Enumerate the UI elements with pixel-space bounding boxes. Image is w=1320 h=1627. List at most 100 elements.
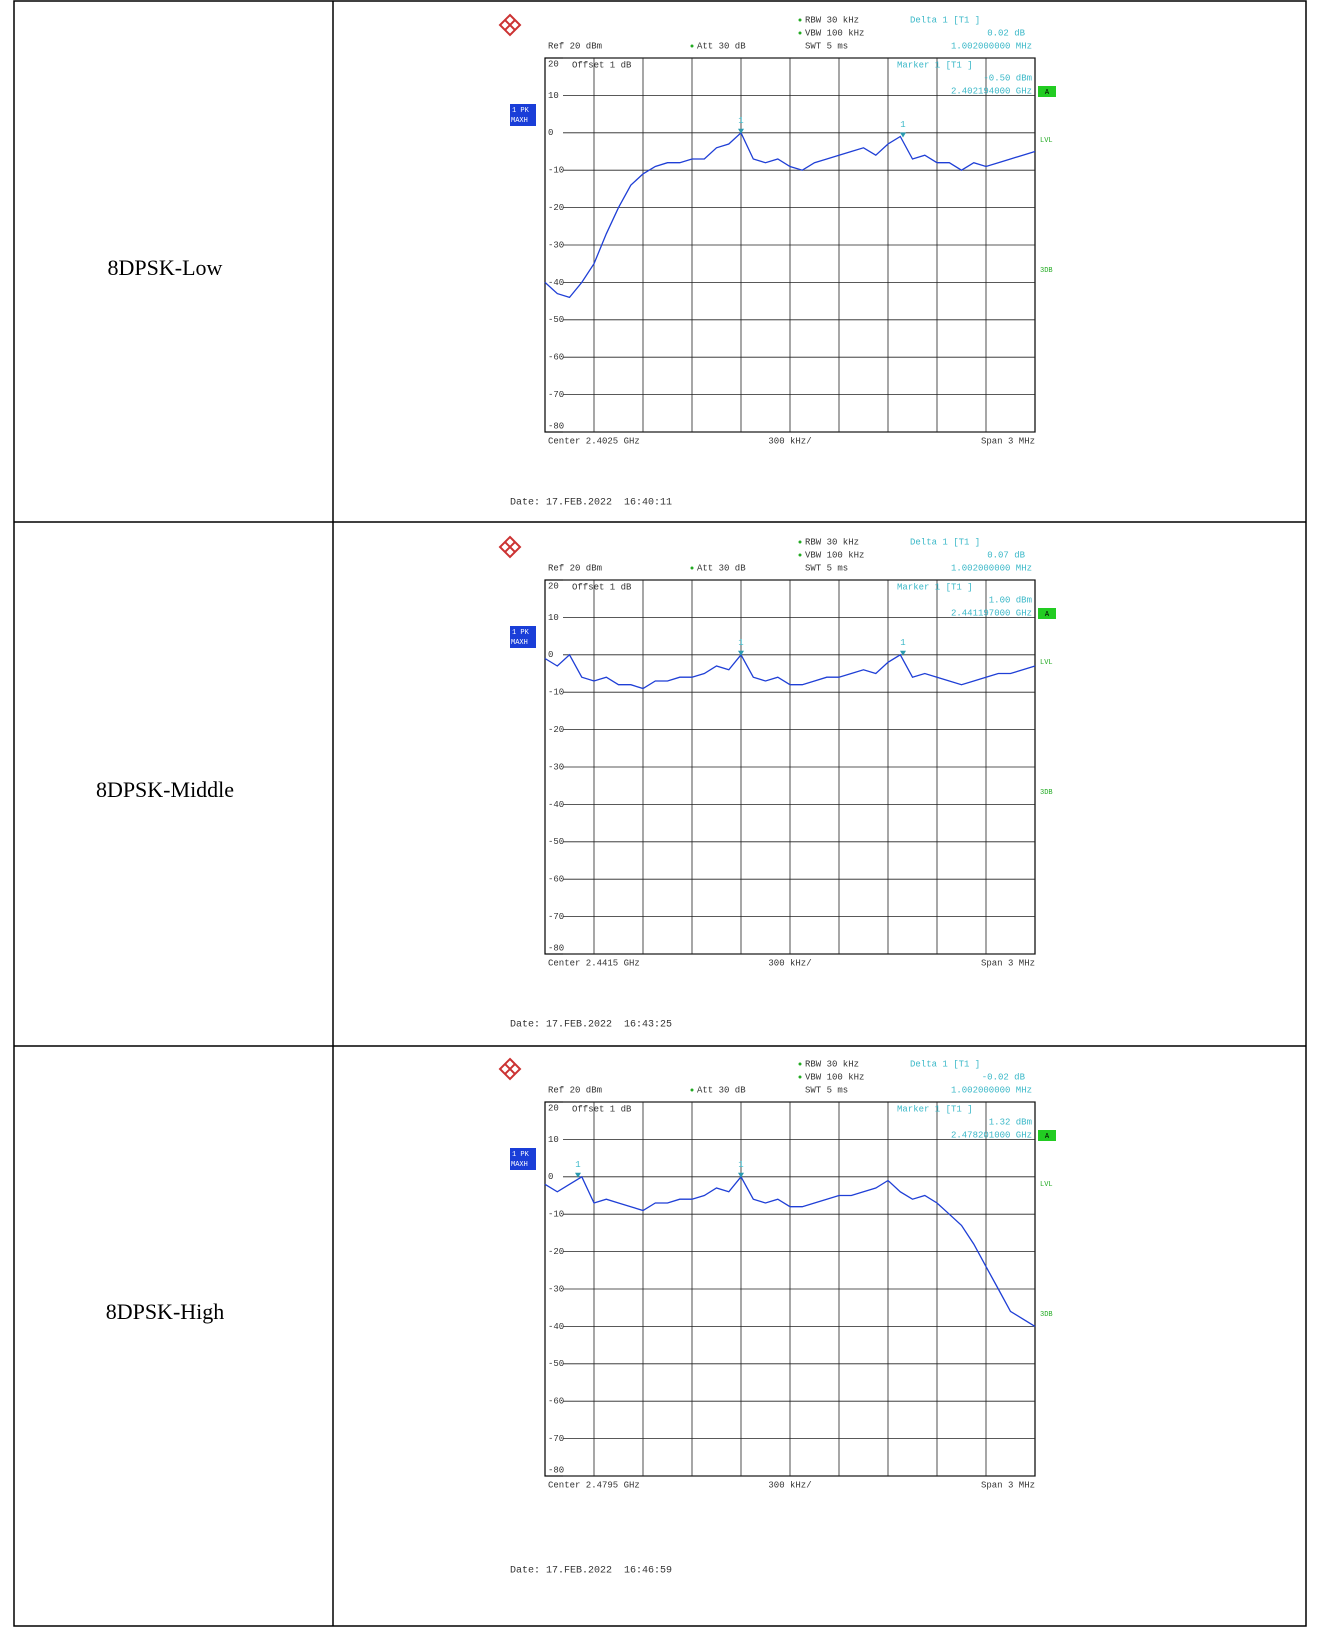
delta-value: 0.07 dB — [987, 550, 1025, 560]
table-border — [13, 0, 1307, 1627]
delta-value: -0.02 dB — [982, 1072, 1026, 1082]
y-tick-label: 10 — [548, 1135, 559, 1145]
logo-inner — [504, 19, 516, 31]
offset: Offset 1 dB — [572, 1104, 632, 1114]
bullet — [690, 44, 694, 48]
row-label: 8DPSK-Low — [108, 255, 223, 280]
y-tick-label: -50 — [548, 837, 564, 847]
per-div: 300 kHz/ — [768, 1480, 811, 1490]
analyzer-screenshot: RBW 30 kHz VBW 100 kHz SWT 5 ms Ref 20 dBm A… — [498, 13, 1056, 509]
y-tick-label: -10 — [548, 688, 564, 698]
marker-number: 1 — [575, 1160, 580, 1170]
side-label: 3DB — [1040, 789, 1053, 797]
rbw: RBW 30 kHz — [805, 1059, 859, 1069]
delta: Delta 1 [T1 ] — [910, 1059, 980, 1069]
swt: SWT 5 ms — [805, 1085, 848, 1095]
marker-number: 1 — [900, 120, 905, 130]
delta-freq: 1.002000000 MHz — [951, 41, 1032, 51]
y-tick-label: -10 — [548, 166, 564, 176]
y-tick-label: 0 — [548, 650, 553, 660]
y-tick-label: -70 — [548, 912, 564, 922]
swt: SWT 5 ms — [805, 563, 848, 573]
y-tick-label: -30 — [548, 240, 564, 250]
y-tick-label: 0 — [548, 128, 553, 138]
side-label: LVL — [1040, 1181, 1053, 1189]
marker-triangle — [738, 128, 744, 134]
y-tick-label: -80 — [548, 421, 564, 431]
marker: Marker 1 [T1 ] — [897, 582, 973, 592]
marker-value: 1.00 dBm — [989, 595, 1032, 605]
bullet — [798, 553, 802, 557]
side-label: A — [1045, 1133, 1050, 1141]
offset: Offset 1 dB — [572, 60, 632, 70]
marker-triangle — [738, 650, 744, 656]
vbw: VBW 100 kHz — [805, 28, 864, 38]
bullet — [798, 18, 802, 22]
y-tick-label: -20 — [548, 725, 564, 735]
y-tick-label: -20 — [548, 1247, 564, 1257]
trace — [544, 131, 1036, 299]
marker-freq: 2.402194000 GHz — [951, 86, 1032, 96]
marker-freq: 2.478201000 GHz — [951, 1130, 1032, 1140]
vbw: VBW 100 kHz — [805, 550, 864, 560]
trace — [544, 1175, 1036, 1327]
marker-triangle — [900, 132, 906, 138]
side-badge — [1038, 608, 1056, 619]
y-tick-label: -10 — [548, 1210, 564, 1220]
marker-triangle — [738, 1172, 744, 1178]
side-label: LVL — [1040, 659, 1053, 667]
analyzer-screenshot: RBW 30 kHz VBW 100 kHz SWT 5 ms Ref 20 dBm A… — [498, 535, 1056, 1031]
y-tick-label: 10 — [548, 613, 559, 623]
rbw: RBW 30 kHz — [805, 537, 859, 547]
trace-badge — [510, 104, 536, 126]
trace — [544, 653, 1036, 690]
y-tick-label: -60 — [548, 875, 564, 885]
y-tick-label: -50 — [548, 315, 564, 325]
y-tick-label: -40 — [548, 800, 564, 810]
vbw: VBW 100 kHz — [805, 1072, 864, 1082]
marker-triangle — [575, 1172, 581, 1178]
y-tick-label: -20 — [548, 203, 564, 213]
y-tick-label: -50 — [548, 1359, 564, 1369]
ref: Ref 20 dBm — [548, 563, 602, 573]
y-tick-label: 0 — [548, 1172, 553, 1182]
logo-inner — [504, 541, 516, 553]
marker-freq: 2.441197000 GHz — [951, 608, 1032, 618]
trace-label: MAXH — [511, 639, 528, 647]
center-freq: Center 2.4795 GHz — [548, 1480, 640, 1490]
side-badge — [1038, 1130, 1056, 1141]
delta: Delta 1 [T1 ] — [910, 537, 980, 547]
y-tick-label: -40 — [548, 1322, 564, 1332]
marker-value: -0.50 dBm — [983, 73, 1032, 83]
center-freq: Center 2.4025 GHz — [548, 436, 640, 446]
att: Att 30 dB — [697, 41, 746, 51]
y-tick-label: -70 — [548, 1434, 564, 1444]
y-tick-label: 10 — [548, 91, 559, 101]
date: Date: 17.FEB.2022 16:43:25 — [510, 1020, 672, 1031]
trace-label: MAXH — [511, 117, 528, 125]
y-tick-label: -30 — [548, 762, 564, 772]
y-tick-label: -60 — [548, 353, 564, 363]
marker: Marker 1 [T1 ] — [897, 1104, 973, 1114]
rbw: RBW 30 kHz — [805, 15, 859, 25]
marker-number: 1 — [738, 116, 743, 126]
analyzer-screenshot: RBW 30 kHz VBW 100 kHz SWT 5 ms Ref 20 dBm A… — [498, 1057, 1056, 1577]
y-tick-label: -40 — [548, 278, 564, 288]
delta-freq: 1.002000000 MHz — [951, 1085, 1032, 1095]
delta: Delta 1 [T1 ] — [910, 15, 980, 25]
trace-label: 1 PK — [512, 1151, 530, 1159]
y-tick-label: 20 — [548, 1103, 559, 1113]
date: Date: 17.FEB.2022 16:40:11 — [510, 498, 672, 509]
per-div: 300 kHz/ — [768, 436, 811, 446]
y-tick-label: 20 — [548, 59, 559, 69]
delta-freq: 1.002000000 MHz — [951, 563, 1032, 573]
marker-number: 1 — [738, 1160, 743, 1170]
ref: Ref 20 dBm — [548, 1085, 602, 1095]
ref: Ref 20 dBm — [548, 41, 602, 51]
y-tick-label: -30 — [548, 1284, 564, 1294]
y-tick-label: 20 — [548, 581, 559, 591]
bullet — [798, 1075, 802, 1079]
att: Att 30 dB — [697, 563, 746, 573]
per-div: 300 kHz/ — [768, 958, 811, 968]
